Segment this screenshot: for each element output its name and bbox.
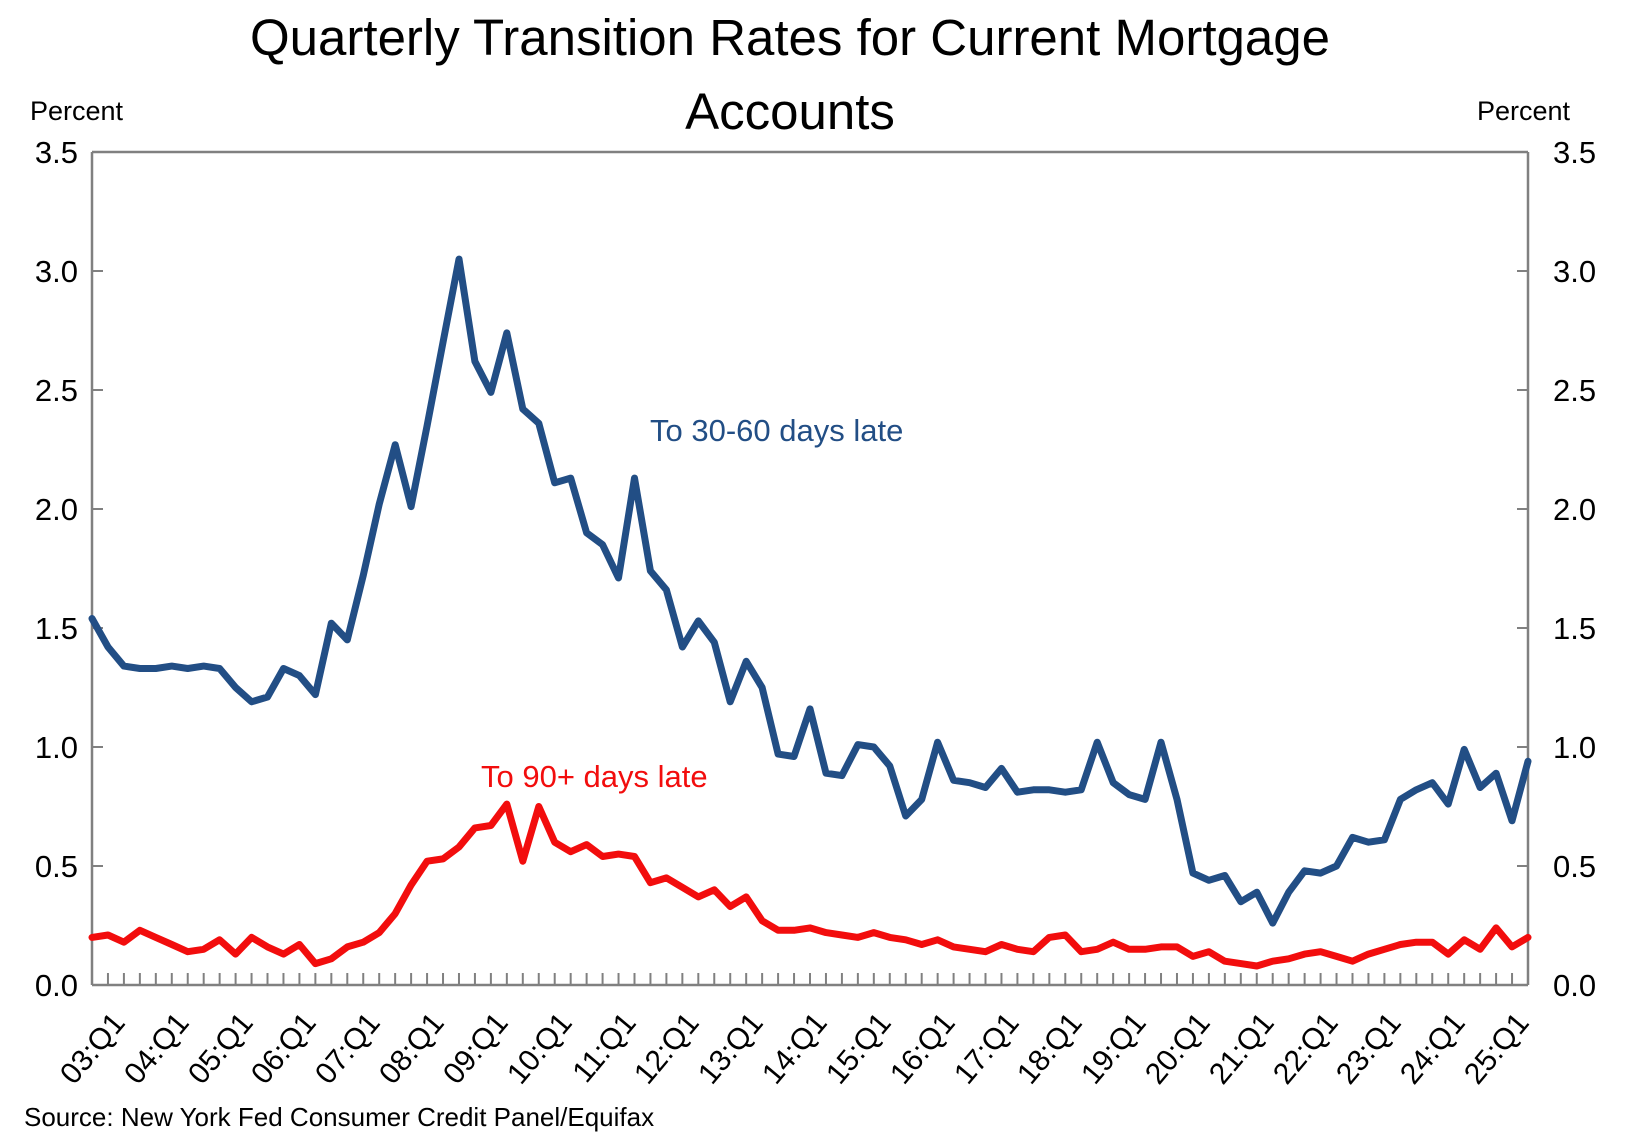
y-axis-label: 0.5 [1553,849,1597,884]
series-line-30-60-days [88,255,1532,927]
y-axis-label: 3.5 [34,135,78,170]
series-label-90-plus-days-late: To 90+ days late [481,759,708,794]
y-axis-label: 1.0 [1553,730,1597,765]
y-axis-label: 0.0 [1553,968,1597,1003]
y-axis-label: 0.5 [34,849,78,884]
y-axis-label: 1.5 [34,611,78,646]
y-axis-label: 2.5 [1553,373,1597,408]
y-axis-label: 3.0 [1553,254,1597,289]
y-axis-label: 2.0 [1553,492,1597,527]
y-axis-label: 3.0 [34,254,78,289]
y-axis-label: 2.0 [34,492,78,527]
y-axis-label: 1.0 [34,730,78,765]
y-axis-label: 0.0 [34,968,78,1003]
y-axis-label: 3.5 [1553,135,1597,170]
chart-title-line2: Accounts [685,83,895,140]
chart-title-line1: Quarterly Transition Rates for Current M… [250,9,1330,66]
y-axis-unit-label-left: Percent [30,96,124,126]
series-label-30-60-days-late: To 30-60 days late [650,413,904,448]
y-axis-unit-label-right: Percent [1477,96,1571,126]
series-line-90-plus-days [88,800,1532,970]
source-note: Source: New York Fed Consumer Credit Pan… [24,1102,655,1132]
y-axis-label: 2.5 [34,373,78,408]
y-axis-label: 1.5 [1553,611,1597,646]
